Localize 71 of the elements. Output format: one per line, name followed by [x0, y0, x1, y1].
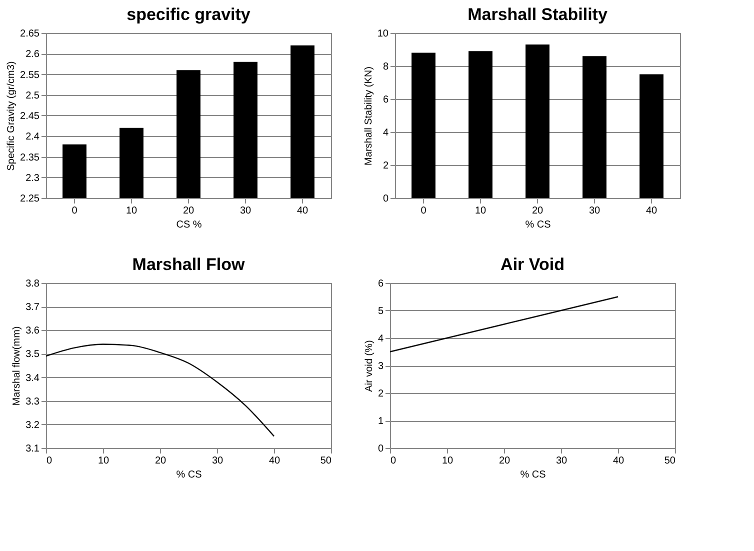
y-tick-label: 2.3	[26, 172, 40, 184]
y-tick-label: 2	[378, 388, 384, 400]
x-axis-title: % CS	[525, 220, 552, 230]
x-tick-label: 40	[268, 456, 280, 466]
y-axis-title: Marshal flow(mm)	[12, 326, 23, 406]
x-tick-label: 20	[498, 456, 510, 466]
y-axis-title: Specific Gravity (gr/cm3)	[6, 61, 18, 171]
bar	[582, 56, 606, 198]
y-tick-label: 6	[378, 278, 384, 290]
line-series	[45, 344, 275, 437]
y-tick-label: 4	[382, 128, 389, 138]
x-tick-label: 20	[182, 206, 194, 216]
x-tick-label: 10	[442, 456, 454, 466]
x-tick-label: 30	[240, 206, 252, 216]
chart-title: Marshall Flow	[132, 255, 246, 274]
x-tick-label: 0	[72, 206, 78, 216]
bar	[526, 44, 550, 198]
y-tick-label: 2.25	[20, 194, 40, 204]
x-tick-label: 40	[646, 206, 658, 216]
bar	[640, 74, 664, 198]
y-tick-label: 0	[378, 444, 384, 454]
x-tick-label: 10	[126, 206, 138, 216]
y-tick-label: 1	[378, 416, 384, 427]
x-tick-label: 20	[154, 456, 166, 466]
y-tick-label: 2.55	[20, 70, 40, 81]
y-tick-label: 4	[378, 334, 384, 344]
y-tick-label: 6	[382, 94, 389, 106]
y-tick-label: 10	[377, 28, 389, 40]
x-tick-label: 40	[296, 206, 308, 216]
x-tick-label: 0	[46, 456, 52, 466]
x-tick-label: 30	[588, 206, 600, 216]
x-tick-label: 50	[664, 456, 676, 466]
x-tick-label: 40	[612, 456, 624, 466]
y-tick-label: 2.6	[26, 49, 40, 60]
y-tick-label: 2.35	[20, 152, 40, 164]
x-tick-label: 50	[320, 456, 332, 466]
bar	[468, 51, 492, 198]
y-tick-label: 2	[382, 160, 389, 172]
y-tick-label: 2.4	[26, 132, 40, 143]
y-tick-label: 2.5	[26, 90, 40, 102]
x-axis-title: % CS	[520, 470, 546, 480]
x-tick-label: 10	[98, 456, 110, 466]
chart-title: specific gravity	[126, 5, 251, 24]
x-axis-title: % CS	[176, 470, 202, 480]
y-tick-label: 3.2	[26, 420, 40, 431]
y-tick-label: 5	[378, 306, 384, 317]
x-tick-label: 0	[420, 206, 427, 216]
y-tick-label: 2.65	[20, 28, 40, 40]
x-tick-label: 30	[212, 456, 224, 466]
y-tick-label: 3.3	[26, 396, 40, 408]
y-tick-label: 3.6	[26, 326, 40, 337]
chart-title: Marshall Stability	[468, 5, 608, 24]
y-tick-label: 2.45	[20, 111, 40, 122]
y-tick-label: 3.8	[26, 278, 40, 290]
y-tick-label: 3	[378, 361, 384, 372]
x-tick-label: 10	[474, 206, 486, 216]
y-tick-label: 8	[382, 62, 389, 72]
bar	[412, 52, 436, 198]
y-tick-label: 3.7	[26, 302, 40, 314]
y-tick-label: 0	[382, 194, 389, 204]
chart-title: Air Void	[500, 255, 564, 274]
x-tick-label: 30	[556, 456, 568, 466]
y-tick-label: 3.5	[26, 349, 40, 360]
x-tick-label: 20	[532, 206, 544, 216]
y-axis-title: Air void (%)	[364, 340, 375, 392]
x-axis-title: CS %	[176, 220, 202, 230]
x-tick-label: 0	[390, 456, 396, 466]
line-series	[389, 296, 619, 352]
y-tick-label: 3.4	[26, 372, 40, 384]
y-tick-label: 3.1	[26, 444, 40, 454]
y-axis-title: Marshall Stability (KN)	[363, 66, 374, 166]
